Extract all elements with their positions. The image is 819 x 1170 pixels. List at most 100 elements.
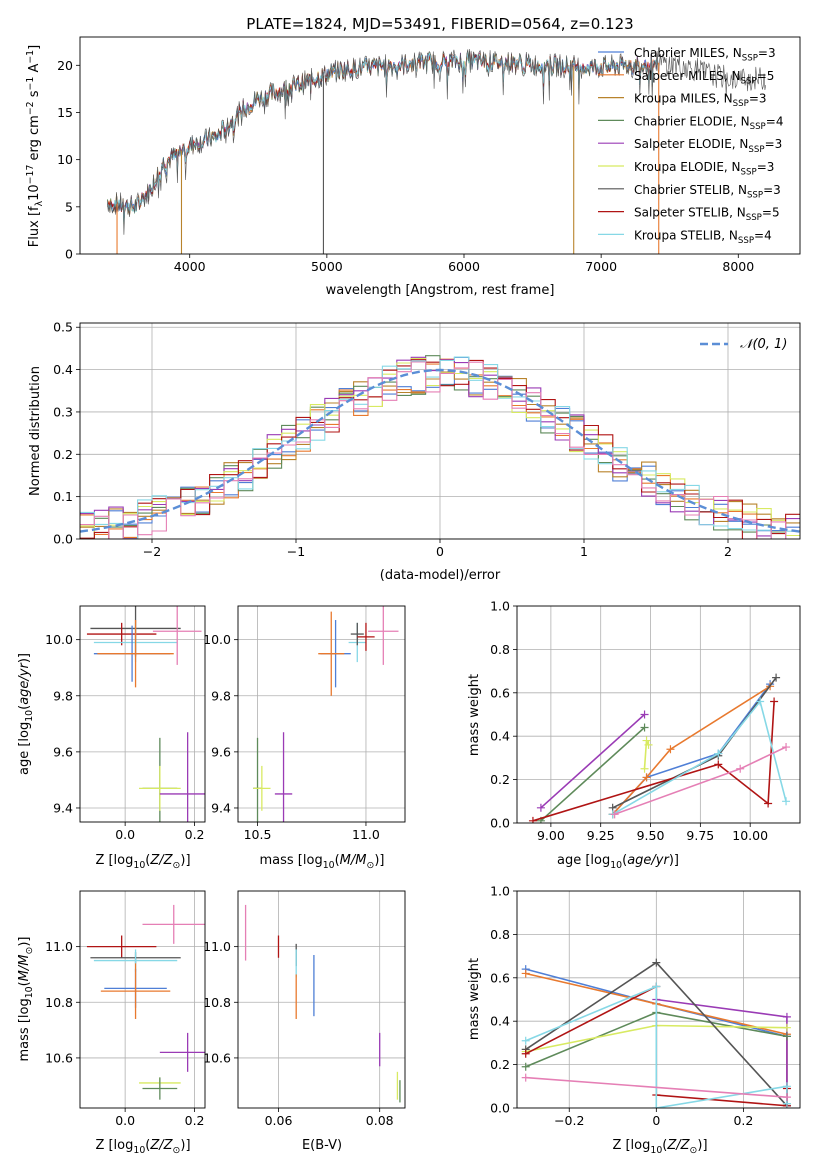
model-spectrum-chabrier_miles [107,52,660,223]
weight-point-marker [652,982,661,991]
x-tick-label: −2 [143,544,161,559]
weight-point-marker [640,710,649,719]
weight-point-marker [772,673,781,682]
legend-entry: Chabrier STELIB, NSSP=3 [634,183,781,201]
weight-series-line [612,685,771,815]
panel-massweight_vs_age: 9.00 9.25 9.50 9.75 10.00 0.0 0.2 0.4 0.6 0.8 1.0 a… [467,599,801,871]
y-tick-label: 10.6 [45,1050,73,1065]
x-tick-label: 0.2 [185,1113,205,1128]
y-tick-label: 0.4 [490,729,510,744]
axes-frame [79,605,206,823]
plot-area [238,606,405,822]
x-tick-label: −1 [287,544,305,559]
x-axis-label: Z [log10(Z/Z⊙)] [95,1138,190,1156]
weight-point-marker [521,1049,530,1058]
data-spectrum-line [107,48,766,235]
axes-frame [516,605,801,824]
plot-area [517,891,800,1108]
x-tick-label: 0.0 [115,827,135,842]
panel-age_vs_mass: 10.5 11.0 9.4 9.6 9.8 10.0 mass [log10(M/M⊙)] [203,605,406,871]
y-axis-label: Flux [fλ10−17 erg cm−2 s−1 A−1] [25,45,45,247]
y-tick-label: 9.8 [211,688,231,703]
normal-curve [80,368,800,533]
y-tick-label: 10.8 [203,995,231,1010]
plot-area [238,891,405,1108]
y-axis-label: mass [log10(M/M⊙)] [17,937,35,1062]
y-tick-label: 11.0 [203,939,231,954]
weight-series-line [532,701,775,822]
panel-spectrum: 4000 5000 6000 7000 8000 0 5 10 15 20 wavelength [… [25,36,801,298]
model-spectrum-kroupa_miles [107,51,659,222]
y-tick-label: 10.8 [45,995,73,1010]
weight-point-marker [782,797,791,806]
y-tick-label: 0.4 [490,1014,510,1029]
y-tick-label: 15 [57,105,73,120]
weight-point-marker [770,697,779,706]
x-tick-label: 1 [580,544,588,559]
y-tick-label: 0.6 [490,970,510,985]
y-tick-label: 0.3 [53,404,73,419]
x-tick-label: 11.0 [352,827,380,842]
weight-point-marker [640,723,649,732]
weight-series-line [525,985,788,1108]
x-axis-label: wavelength [Angstrom, rest frame] [326,283,555,298]
y-tick-label: 10.0 [45,632,73,647]
x-tick-label: 5000 [311,259,343,274]
weight-point-marker [714,760,723,769]
y-tick-label: 9.6 [53,744,73,759]
x-tick-label: 10.5 [244,827,272,842]
x-axis-label: Z [log10(Z/Z⊙)] [612,1138,707,1156]
y-axis-label: Normed distribution [28,366,43,496]
weight-point-marker [782,743,791,752]
x-tick-label: 2 [724,544,732,559]
weight-point-marker [642,736,651,745]
histogram-salpeter_miles [80,358,800,539]
plot-area [80,323,800,539]
weight-point-marker [528,816,537,823]
y-axis-label: mass weight [467,958,482,1040]
model-spectrum-salpeter_elodie [107,51,659,221]
legend-entry: Kroupa ELODIE, NSSP=3 [634,160,774,178]
y-tick-label: 9.6 [211,744,231,759]
histogram-pink [80,361,800,539]
x-axis-label: mass [log10(M/M⊙)] [260,853,385,871]
model-spectrum-salpeter_miles [107,52,660,219]
weight-point-marker [536,803,545,812]
x-tick-label: 8000 [722,259,754,274]
legend-entry: Kroupa MILES, NSSP=3 [634,92,767,110]
weight-point-marker [521,1036,530,1045]
y-tick-label: 5 [65,199,73,214]
y-tick-label: 9.4 [53,800,73,815]
weight-point-marker [736,764,745,773]
x-tick-label: 9.75 [686,828,714,843]
axes-frame [237,605,406,823]
model-spectrum-salpeter_stelib [107,52,660,219]
weight-point-marker [764,799,773,808]
y-tick-label: 0.5 [53,320,73,335]
y-tick-label: 0 [65,247,73,262]
legend-entry: Chabrier MILES, NSSP=3 [634,46,776,64]
x-tick-label: 0 [436,544,444,559]
x-tick-label: 0.2 [733,1113,753,1128]
x-tick-label: 0.0 [115,1113,135,1128]
axes-frame [79,322,801,540]
weight-series-line [525,1076,787,1098]
x-tick-label: 0 [652,1113,660,1128]
x-tick-label: 9.50 [637,828,665,843]
weight-series-line [540,713,646,809]
y-tick-label: 0.2 [490,772,510,787]
panel-mass_vs_ebv: 0.06 0.08 10.6 10.8 11.0 E(B-V) [203,890,406,1153]
y-tick-label: 9.4 [211,800,231,815]
weight-point-marker [782,1012,791,1021]
weight-point-marker [782,1032,791,1041]
y-tick-label: 0.0 [490,1101,510,1116]
panel-age_vs_Z: 0.0 0.2 9.4 9.6 9.8 10.0 Z [log10(Z/Z⊙)] age [l… [17,605,206,871]
y-tick-label: 10 [57,152,73,167]
y-tick-label: 0.4 [53,362,73,377]
legend-entry: Salpeter MILES, NSSP=5 [634,69,774,87]
x-tick-label: 9.25 [587,828,615,843]
y-tick-label: 10.6 [203,1050,231,1065]
plot-area [107,48,766,254]
weight-series-line [612,699,787,815]
y-tick-label: 0.6 [490,685,510,700]
